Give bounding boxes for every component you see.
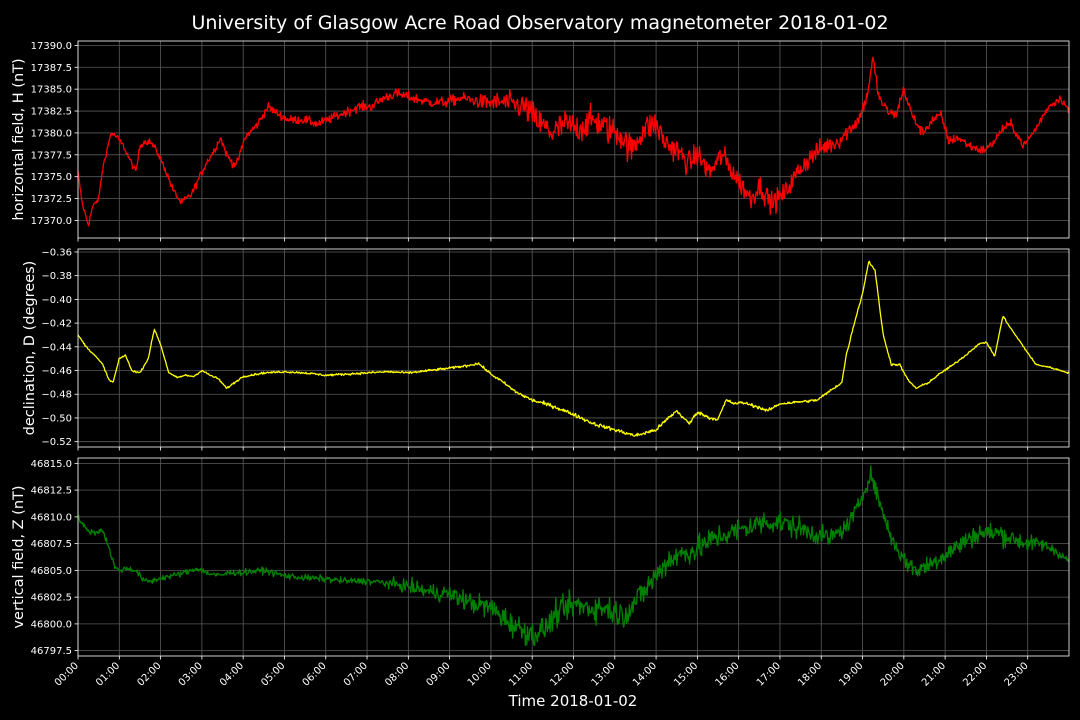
figure-title: University of Glasgow Acre Road Observat… [191,12,888,34]
x-axis-label: Time 2018-01-02 [508,692,638,710]
series-path [77,465,1070,647]
y-tick-label: 46802.5 [31,593,72,604]
y-axis-label: horizontal field, H (nT) [11,58,27,220]
y-tick-label: 46805.0 [31,566,72,577]
series-line [77,56,1070,227]
panel-declination: −0.52 −0.50 −0.48 −0.46 −0.44 −0.42 −0.40 −0.38… [22,247,1070,451]
y-tick-label: 46812.5 [31,486,72,497]
plot-frame [77,40,1070,239]
y-tick-label: −0.50 [41,413,72,424]
series-line [77,260,1070,437]
y-tick-label: 17387.5 [31,63,72,74]
y-tick-label: 17382.5 [31,107,72,118]
y-axis-label: declination, D (degrees) [22,261,38,436]
y-tick-label: −0.40 [41,295,72,306]
y-tick-label: 46797.5 [31,646,72,657]
y-tick-label: −0.48 [41,390,72,401]
plot-frame [77,457,1070,657]
y-tick-label: 17390.0 [31,41,72,52]
series-path [77,260,1070,437]
y-tick-label: 17380.0 [31,128,72,139]
y-tick-label: −0.46 [41,366,72,377]
series-line [77,465,1070,647]
x-axis [77,238,1029,242]
plot-frame [77,248,1070,448]
y-axis-label: vertical field, Z (nT) [11,485,27,628]
y-tick-label: 46807.5 [31,539,72,550]
y-tick-label: 46800.0 [31,619,72,630]
y-tick-label: 17370.0 [31,216,72,227]
y-tick-label: 46815.0 [31,459,72,470]
grid [77,458,1069,656]
series-path [77,56,1070,227]
y-tick-label: 46810.0 [31,512,72,523]
y-tick-label: 17372.5 [31,194,72,205]
x-axis [77,447,1029,451]
y-tick-label: −0.38 [41,271,72,282]
grid [77,41,1069,238]
y-tick-label: 17375.0 [31,172,72,183]
y-axis: 46797.5 46800.0 46802.5 46805.0 46807.5 46810… [31,459,78,657]
y-tick-label: 17377.5 [31,150,72,161]
y-tick-label: −0.42 [41,319,72,330]
y-tick-label: 17385.0 [31,85,72,96]
y-tick-label: −0.36 [41,247,72,258]
y-tick-label: −0.52 [41,437,72,448]
y-axis: 17370.0 17372.5 17375.0 17377.5 17380.0 17382… [31,41,78,227]
y-tick-label: −0.44 [41,342,72,353]
y-axis: −0.52 −0.50 −0.48 −0.46 −0.44 −0.42 −0.40 −0.38… [41,247,78,448]
panel-horizontal-field: 17370.0 17372.5 17375.0 17377.5 17380.0 17382… [11,40,1070,242]
